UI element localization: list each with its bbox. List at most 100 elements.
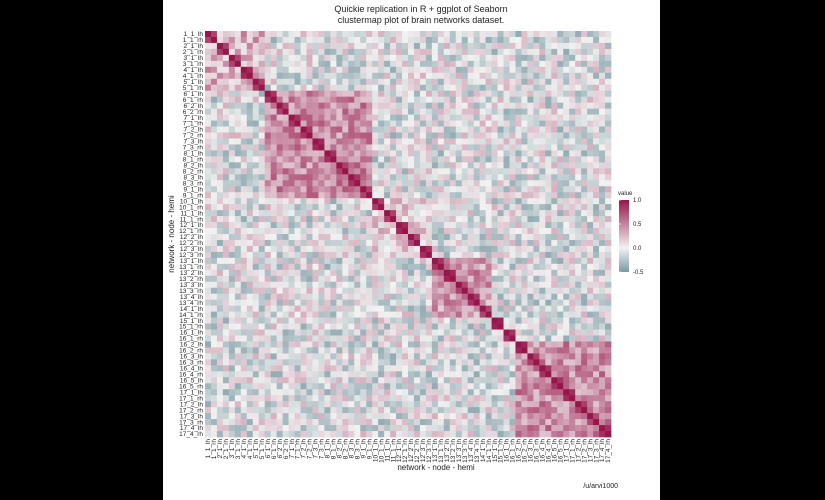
heatmap-cell: [545, 162, 552, 169]
heatmap-cell: [527, 311, 534, 318]
heatmap-cell: [503, 114, 510, 121]
heatmap-cell: [527, 389, 534, 396]
y-tick-label: 5_1_lh: [183, 79, 203, 86]
heatmap-cell: [396, 144, 403, 151]
heatmap-cell: [479, 287, 486, 295]
heatmap-cell: [491, 120, 498, 127]
heatmap-cell: [354, 138, 361, 145]
heatmap-cell: [282, 293, 289, 301]
heatmap-cell: [366, 72, 373, 80]
heatmap-cell: [384, 36, 391, 44]
heatmap-cell: [443, 54, 451, 62]
heatmap-cell: [294, 281, 301, 289]
heatmap-cell: [396, 383, 403, 390]
heatmap-cell: [461, 90, 469, 98]
heatmap-cell: [360, 335, 367, 342]
heatmap-cell: [557, 144, 564, 151]
heatmap-cell: [593, 96, 600, 103]
heatmap-cell: [246, 341, 254, 348]
heatmap-cell: [408, 150, 415, 157]
heatmap-cell: [205, 192, 212, 199]
heatmap-cell: [288, 114, 295, 121]
heatmap-cell: [396, 168, 403, 175]
heatmap-cell: [270, 359, 277, 366]
heatmap-cell: [467, 395, 475, 402]
heatmap-cell: [282, 425, 289, 432]
heatmap-cell: [569, 126, 576, 133]
heatmap-cell: [569, 275, 576, 283]
heatmap-cell: [294, 210, 301, 217]
heatmap-cell: [324, 377, 331, 384]
heatmap-cell: [545, 353, 552, 360]
heatmap-cell: [419, 365, 427, 372]
heatmap-cell: [252, 228, 260, 235]
heatmap-cell: [605, 222, 612, 229]
heatmap-cell: [563, 323, 570, 330]
heatmap-cell: [425, 263, 433, 271]
heatmap-cell: [593, 42, 600, 50]
heatmap-cell: [294, 329, 301, 336]
heatmap-cell: [300, 138, 307, 145]
heatmap-cell: [437, 54, 445, 62]
heatmap-cell: [270, 120, 277, 127]
heatmap-cell: [509, 162, 516, 169]
y-tick-label: 16_1_lh: [180, 330, 204, 337]
heatmap-cell: [479, 275, 486, 283]
heatmap-cell: [384, 371, 391, 378]
heatmap-cell: [384, 186, 391, 193]
heatmap-cell: [455, 293, 463, 301]
heatmap-cell: [479, 323, 486, 330]
heatmap-cell: [222, 359, 230, 366]
heatmap-cell: [306, 192, 313, 199]
heatmap-cell: [533, 335, 540, 342]
heatmap-cell: [336, 84, 343, 92]
heatmap-cell: [264, 168, 272, 175]
heatmap-cell: [372, 54, 379, 62]
heatmap-cell: [300, 275, 307, 283]
heatmap-cell: [455, 305, 463, 312]
heatmap-cell: [587, 425, 594, 432]
heatmap-cell: [413, 281, 421, 289]
heatmap-cell: [581, 102, 588, 109]
heatmap-cell: [593, 78, 600, 86]
heatmap-cell: [360, 186, 367, 193]
heatmap-cell: [455, 329, 463, 336]
heatmap-cell: [431, 198, 439, 205]
x-tick-label: 15_1_lh: [492, 439, 499, 463]
heatmap-cell: [408, 31, 415, 38]
heatmap-cell: [270, 42, 277, 50]
heatmap-cell: [473, 299, 480, 306]
heatmap-cell: [222, 377, 230, 384]
heatmap-cell: [449, 228, 457, 235]
heatmap-cell: [515, 383, 522, 390]
heatmap-cell: [318, 204, 325, 211]
heatmap-cell: [336, 216, 343, 223]
heatmap-cell: [360, 341, 367, 348]
heatmap-cell: [270, 78, 277, 86]
heatmap-cell: [599, 132, 606, 139]
heatmap-cell: [419, 138, 427, 145]
heatmap-cell: [473, 180, 480, 187]
heatmap-cell: [605, 78, 612, 86]
heatmap-cell: [575, 198, 582, 205]
heatmap-cell: [581, 311, 588, 318]
heatmap-cell: [264, 365, 272, 372]
heatmap-cell: [276, 108, 283, 115]
heatmap-cell: [473, 245, 480, 253]
y-tick-label: 17_2_rh: [179, 407, 203, 414]
heatmap-cell: [575, 96, 582, 103]
heatmap-cell: [539, 359, 546, 366]
heatmap-cell: [240, 401, 248, 408]
heatmap-cell: [581, 395, 588, 402]
heatmap-cell: [485, 239, 492, 247]
heatmap-cell: [216, 228, 224, 235]
heatmap-cell: [461, 329, 469, 336]
heatmap-cell: [467, 341, 475, 348]
heatmap-cell: [425, 96, 433, 103]
heatmap-cell: [390, 198, 397, 205]
heatmap-cell: [587, 311, 594, 318]
heatmap-cell: [479, 317, 486, 324]
heatmap-cell: [497, 239, 504, 247]
heatmap-cell: [467, 293, 475, 301]
heatmap-cell: [587, 198, 594, 205]
